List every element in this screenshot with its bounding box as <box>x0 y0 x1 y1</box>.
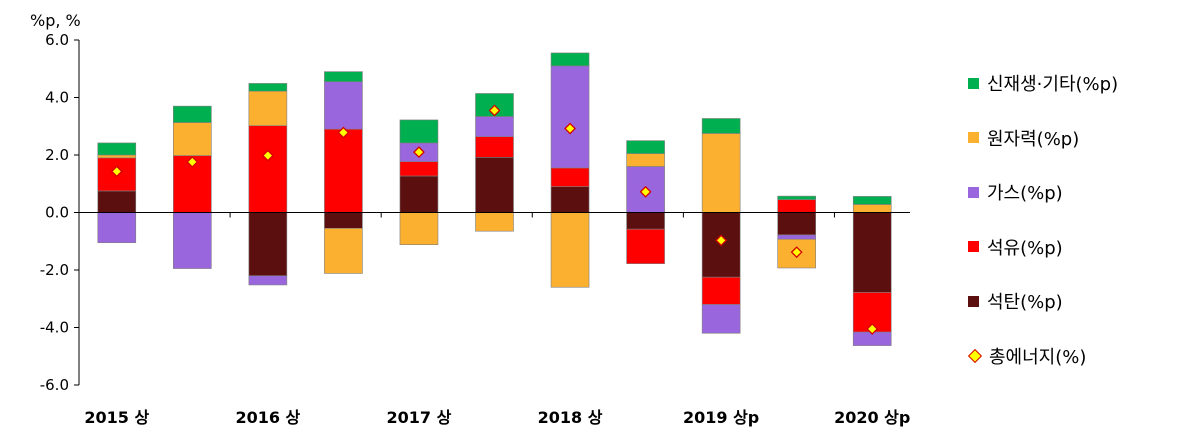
legend-swatch-oil <box>968 241 979 252</box>
total-energy-marker <box>564 122 576 135</box>
total-energy-marker <box>110 165 123 178</box>
y-tick-label: 2.0 <box>45 146 69 164</box>
x-tick-label: 2017 상 <box>387 408 452 427</box>
bar-segment <box>475 212 514 232</box>
x-tick-label: 2016 상 <box>235 408 300 427</box>
plot-area: 6.0 4.0 2.0 0.0 -2.0 -4.0 -6.0 2015 상 2016 상 2017… <box>40 31 911 427</box>
bar-segment <box>626 153 665 167</box>
bar-segment <box>701 276 741 305</box>
bar-segment <box>626 140 665 154</box>
legend-label-coal: 석탄(%p) <box>987 292 1063 313</box>
bar-segment <box>626 228 665 264</box>
bar-segment <box>701 133 741 213</box>
total-energy-marker <box>639 185 652 198</box>
bar-segment <box>324 228 363 274</box>
bar-segment <box>173 105 212 123</box>
total-energy-marker <box>413 146 425 159</box>
legend-item-nuclear: 원자력(%p) <box>968 129 1193 150</box>
total-energy-marker <box>186 155 199 168</box>
x-tick-label: 2015 상 <box>84 408 149 427</box>
bar-segment <box>324 81 363 130</box>
legend-label-gas: 가스(%p) <box>987 183 1063 204</box>
bar-segment <box>399 212 439 246</box>
y-tick-label: 6.0 <box>45 31 69 49</box>
bar-segment <box>550 167 590 187</box>
bar-segment <box>475 136 514 158</box>
bar-segment <box>97 154 137 159</box>
bar-segment <box>777 212 816 236</box>
bar-segment <box>248 83 288 92</box>
bar-segment <box>550 212 590 288</box>
bar-segment <box>550 65 590 169</box>
legend-swatch-nuclear <box>968 132 979 143</box>
total-energy-marker <box>715 234 728 247</box>
bar-segment <box>97 190 137 213</box>
bar-segment <box>399 175 439 213</box>
legend-swatch-renewables <box>968 77 979 89</box>
total-energy-marker <box>790 246 803 259</box>
legend-item-oil: 석유(%p) <box>968 238 1193 259</box>
bar-segment <box>626 212 665 230</box>
bar-segment <box>852 204 892 213</box>
legend-label-oil: 석유(%p) <box>987 237 1063 259</box>
legend: 신재생·기타(%p) 원자력(%p) 가스(%p) 석유(%p) 석탄(%p) … <box>967 74 1193 401</box>
bar-segment <box>324 71 363 82</box>
bar-segment <box>248 212 288 277</box>
y-tick-label: -2.0 <box>40 261 69 279</box>
y-axis-unit-label: %p, % <box>30 11 81 30</box>
bar-segment <box>475 157 514 213</box>
bar-segment <box>399 161 439 177</box>
bar-segment <box>777 195 816 200</box>
legend-swatch-coal <box>968 295 979 307</box>
bar-segment <box>475 116 514 137</box>
legend-item-total-energy: 총에너지(%) <box>967 347 1193 368</box>
bar-segment <box>777 199 816 213</box>
bar-segment <box>97 212 137 243</box>
energy-contribution-chart: %p, % 6.0 4.0 2.0 0.0 -2.0 -4.0 -6.0 2015 상 2016… <box>30 11 911 427</box>
bar-segment <box>852 196 892 205</box>
bar-segment <box>852 212 892 293</box>
bar-segment <box>324 212 363 229</box>
legend-label-nuclear: 원자력(%p) <box>987 128 1080 150</box>
bar-segment <box>248 275 288 286</box>
legend-label-renewables: 신재생·기타(%p) <box>987 74 1119 95</box>
y-tick-label: -4.0 <box>40 319 69 337</box>
bar-segment <box>701 304 741 334</box>
total-energy-marker <box>337 126 350 139</box>
y-tick-label: 4.0 <box>45 89 69 107</box>
legend-item-coal: 석탄(%p) <box>968 292 1193 313</box>
bar-segment <box>97 142 137 156</box>
bar-segment <box>324 128 363 213</box>
bar-segment <box>173 122 212 156</box>
total-energy-marker <box>261 149 274 162</box>
legend-swatch-gas <box>968 186 979 198</box>
x-tick-label: 2020 상p <box>834 408 910 427</box>
bar-segment <box>399 119 439 144</box>
bar-segment <box>550 186 590 213</box>
bar-segment <box>701 118 741 134</box>
total-energy-marker <box>866 323 879 335</box>
total-energy-marker <box>488 104 501 117</box>
x-tick-label: 2019 상p <box>683 408 759 427</box>
legend-label-total-energy: 총에너지(%) <box>989 346 1087 368</box>
y-tick-label: 0.0 <box>45 204 69 222</box>
bar-segment <box>248 90 288 126</box>
y-tick-label: -6.0 <box>40 376 69 394</box>
bar-segment <box>173 212 212 269</box>
legend-diamond-marker <box>967 348 983 363</box>
bar-segment <box>248 125 288 213</box>
legend-item-renewables: 신재생·기타(%p) <box>968 74 1193 95</box>
bar-segment <box>777 234 816 240</box>
bar-segment <box>550 52 590 67</box>
legend-item-gas: 가스(%p) <box>968 183 1193 204</box>
x-tick-label: 2018 상 <box>538 408 603 427</box>
